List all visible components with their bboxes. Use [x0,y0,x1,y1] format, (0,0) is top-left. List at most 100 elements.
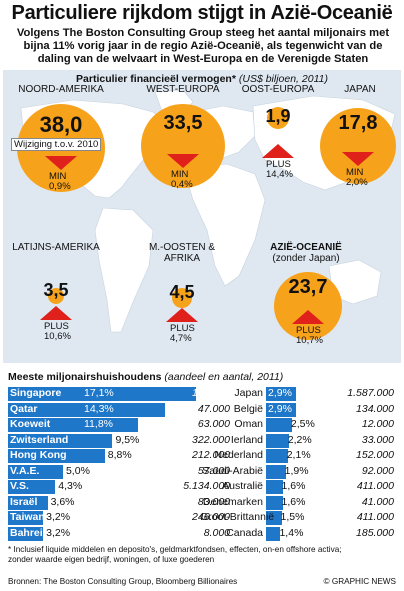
country-name: Taiwan [10,511,45,523]
count-value: 411.000 [356,511,394,523]
country-name: Australië [222,480,263,492]
change-percent: 0,9% [49,181,71,192]
world-map-panel: Particulier financieël vermogen* (US$ bi… [3,70,401,363]
region-change: PLUS 10,6% [44,322,71,342]
table-row: Israël 3,6% 83.000 [0,495,404,511]
country-name: Saudi-Arabië [202,464,263,477]
region-change: MIN 0,4% [171,170,193,190]
country-name: V.A.E. [10,464,40,477]
share-bar [266,511,282,525]
up-arrow-icon [166,308,198,322]
table-row: Denemarken 1,6% 41.000 [0,495,404,511]
region-value: 38,0 [39,112,83,137]
map-heading-label: Particulier financieël vermogen* [76,73,236,85]
sources-note: Bronnen: The Boston Consulting Group, Bl… [8,577,238,586]
region-value: 1,9 [265,106,291,126]
table-row: Nederland 2,1% 152.000 [0,449,404,464]
region-change: MIN 2,0% [346,168,368,188]
share-bar [8,402,166,417]
share-value: 9,5% [115,433,140,446]
share-bar [8,511,44,525]
region-bubble [320,108,396,184]
change-percent: 0,4% [171,179,193,190]
share-value: 1,9% [284,464,309,477]
share-value: 3,2% [46,526,71,539]
country-name: Bahrein [10,526,50,539]
region-name: LATIJNS-AMERIKA [12,242,100,253]
count-value: 322.000 [192,433,230,446]
region-change: PLUS 14,4% [266,160,293,180]
country-name: België [233,402,263,415]
country-name: Ierland [230,433,263,446]
country-name: Japan [234,387,263,399]
country-name: Oman [234,418,263,430]
count-value: 63.000 [197,418,230,430]
region-value: 33,5 [163,112,203,134]
table-row: Ierland 2,2% 33.000 [0,433,404,449]
change-note: Wijziging t.o.v. 2010 [11,138,102,151]
table-row: Japan 2,9% 1.587.000 [0,387,404,402]
down-arrow-icon [167,154,199,168]
count-value: 83.000 [197,495,230,508]
table-row: Koeweit 11,8% 63.000 [0,418,404,433]
table-row: Hong Kong 8,8% 212.000 [0,449,404,464]
region-value: 4,5 [169,282,195,302]
country-name: Canada [226,526,263,539]
change-percent: 10,7% [296,335,323,346]
country-name: Groot-Brittannië [200,511,275,523]
region-name: M.-OOSTEN & AFRIKA [148,242,216,264]
count-value: 12.000 [361,418,394,430]
south-america-shape [94,207,154,333]
change-direction: MIN [49,171,67,182]
share-bar [266,387,296,401]
table-row: V.S. 4,3% 5.134.000 [0,480,404,495]
country-name: Nederland [214,449,263,461]
share-value: 1,5% [280,511,305,523]
change-direction: MIN [346,167,364,178]
down-arrow-icon [45,156,77,170]
region-bubble [267,107,289,129]
count-value: 212.000 [192,449,230,461]
table-row: Canada 1,4% 185.000 [0,526,404,542]
count-value: 33.000 [361,433,394,446]
africa-shape [186,163,266,287]
table-row: Bahrein 3,2% 8.000 [0,526,404,542]
region-name: JAPAN [344,84,376,95]
share-value: 2,1% [286,449,311,461]
share-value: 2,2% [287,433,312,446]
share-value: 3,2% [46,511,71,523]
count-value: 57.000 [197,464,230,477]
region-name: WEST-EUROPA [146,84,220,95]
share-bar [8,480,56,494]
share-bar [266,449,288,463]
country-name: Hong Kong [10,449,67,461]
page-subtitle: Volgens The Boston Consulting Group stee… [16,27,390,65]
change-direction: PLUS [44,321,69,332]
count-value: 1.587.000 [347,387,394,399]
down-arrow-icon [342,152,374,166]
map-heading: Particulier financieël vermogen* (US$ bi… [3,73,401,85]
region-bubble [48,288,64,304]
region-bubble [141,104,225,188]
country-name: V.S. [10,480,29,492]
share-value: 2,9% [268,402,292,415]
table-row: Qatar 14,3% 47.000 [0,402,404,418]
country-name: Denemarken [202,495,263,508]
region-bubble [172,288,192,308]
up-arrow-icon [292,310,324,324]
share-value: 5,0% [65,464,90,477]
table-row: Australië 1,6% 411.000 [0,480,404,495]
change-percent: 2,0% [346,177,368,188]
change-percent: 14,4% [266,169,293,180]
footnote-1: * Inclusief liquide middelen en deposito… [8,545,342,554]
table-heading-unit: (aandeel en aantal, 2011) [164,371,284,383]
region-name: OOST-EUROPA [241,84,315,95]
share-value: 2,9% [268,387,292,399]
share-value: 8,8% [107,449,132,461]
country-name: Koeweit [10,418,51,430]
share-value: 11,8% [84,418,113,430]
share-bar [266,464,286,479]
share-value: 2,5% [290,418,315,430]
country-name: Qatar [10,402,38,415]
region-value: 3,5 [43,280,69,300]
